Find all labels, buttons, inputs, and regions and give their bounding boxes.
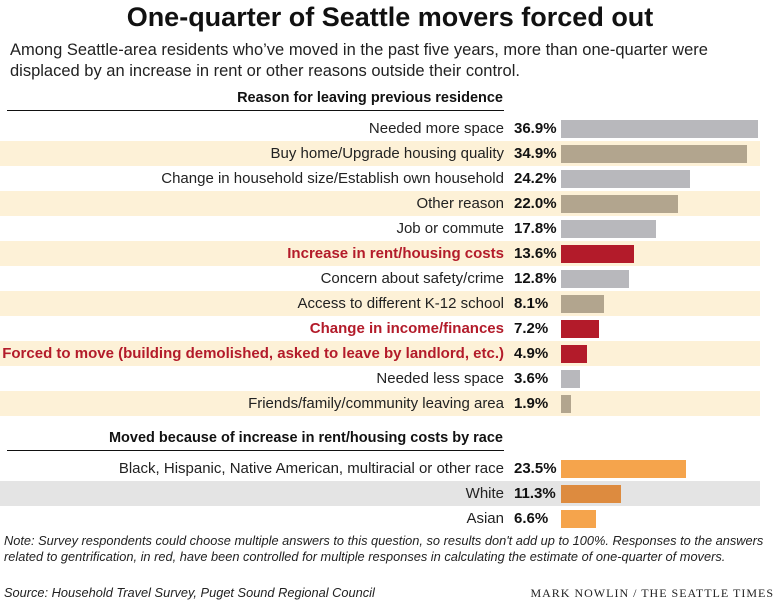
bar-label: Asian (466, 510, 504, 527)
value-label: 11.3% (514, 485, 556, 502)
bar (561, 194, 679, 213)
value-label: 1.9% (514, 395, 549, 412)
bar-label: Forced to move (building demolished, ask… (2, 345, 504, 362)
footnote: Note: Survey respondents could choose mu… (4, 533, 764, 564)
row-band (0, 391, 760, 416)
bar-label: Access to different K-12 school (297, 295, 505, 312)
bar-label: Change in income/finances (309, 320, 504, 337)
bar (561, 169, 691, 188)
bar-label: Needed less space (376, 370, 504, 387)
section-rule (7, 450, 504, 451)
bar (561, 319, 600, 338)
value-label: 24.2% (514, 170, 557, 187)
value-label: 36.9% (514, 120, 557, 137)
bar-label: Change in household size/Establish own h… (161, 170, 504, 187)
chart-subtitle: Among Seattle-area residents who’ve move… (10, 41, 708, 80)
bar-label: Friends/family/community leaving area (248, 395, 504, 412)
bar-label: Job or commute (396, 220, 504, 237)
value-label: 3.6% (514, 370, 549, 387)
bar-label: Other reason (416, 195, 504, 212)
value-label: 17.8% (514, 220, 557, 237)
bar (561, 294, 605, 313)
source-line: Source: Household Travel Survey, Puget S… (4, 585, 375, 600)
section-rule (7, 110, 504, 111)
row-band (0, 291, 760, 316)
bar-label: White (465, 485, 504, 502)
bar (561, 244, 634, 263)
row-band (0, 481, 760, 506)
bar (561, 119, 758, 138)
value-label: 7.2% (514, 320, 549, 337)
bar (561, 459, 687, 478)
section-heading: Moved because of increase in rent/housin… (108, 430, 503, 446)
value-label: 12.8% (514, 270, 557, 287)
bar (561, 269, 630, 288)
bar (561, 344, 588, 363)
bar-label: Increase in rent/housing costs (287, 245, 504, 262)
bar (561, 369, 581, 388)
value-label: 13.6% (514, 245, 557, 262)
bar (561, 484, 622, 503)
bar-label: Black, Hispanic, Native American, multir… (118, 460, 504, 477)
value-label: 22.0% (514, 195, 557, 212)
bar (561, 219, 657, 238)
bar-label: Buy home/Upgrade housing quality (270, 145, 504, 162)
value-label: 34.9% (514, 145, 557, 162)
bar-label: Needed more space (368, 120, 504, 137)
value-label: 23.5% (514, 460, 557, 477)
value-label: 6.6% (514, 510, 549, 527)
bar (561, 509, 597, 528)
section-heading: Reason for leaving previous residence (237, 90, 503, 106)
bar (561, 144, 748, 163)
value-label: 8.1% (514, 295, 549, 312)
chart-title: One-quarter of Seattle movers forced out (126, 2, 654, 32)
credit-line: MARK NOWLIN / THE SEATTLE TIMES (530, 586, 774, 600)
bar-label: Concern about safety/crime (320, 270, 504, 287)
row-band (0, 341, 760, 366)
value-label: 4.9% (514, 345, 549, 362)
bar (561, 394, 572, 413)
